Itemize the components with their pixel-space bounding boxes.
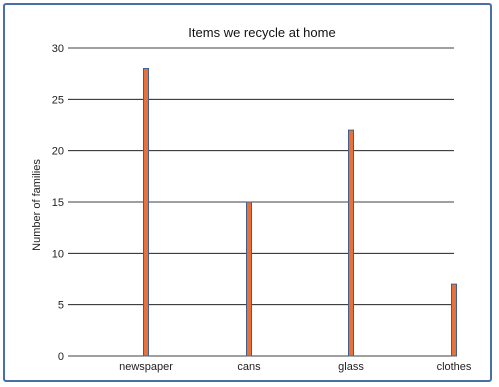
y-tick-label: 10	[52, 248, 64, 260]
grid-lines	[68, 47, 454, 357]
y-tick-label: 25	[52, 94, 64, 106]
chart-title: Items we recycle at home	[188, 25, 335, 40]
y-tick-label: 15	[52, 197, 64, 209]
x-tick-label-newspaper: newspaper	[119, 361, 173, 373]
x-tick-label-glass: glass	[338, 361, 364, 373]
bar-cans	[246, 201, 252, 357]
y-tick-label: 20	[52, 146, 64, 158]
y-tick-label: 5	[58, 300, 64, 312]
x-tick-label-clothes: clothes	[437, 361, 472, 373]
bars	[143, 68, 457, 357]
bar-newspaper	[143, 68, 149, 357]
bar-clothes	[451, 283, 457, 357]
x-tick-label-cans: cans	[237, 361, 261, 373]
y-tick-label: 30	[52, 43, 64, 55]
x-tick-labels: newspaper cans glass clothes	[119, 361, 472, 373]
bar-glass	[348, 129, 354, 357]
y-tick-labels: 0 5 10 15 20 25 30	[52, 43, 64, 363]
y-axis-label: Number of families	[31, 159, 43, 251]
y-tick-label: 0	[58, 351, 64, 363]
